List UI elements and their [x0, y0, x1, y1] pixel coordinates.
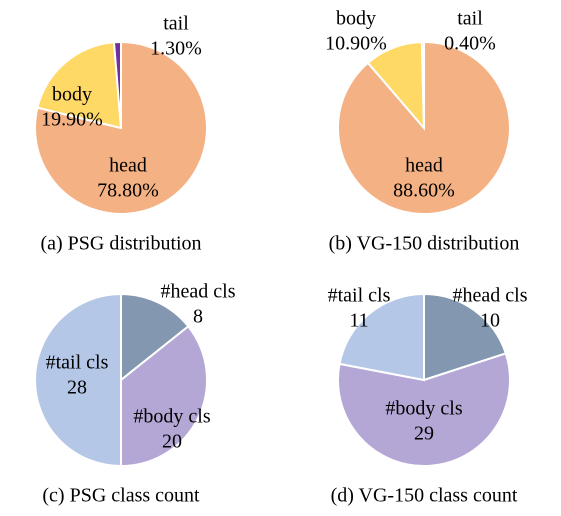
slice-value: 10: [480, 310, 500, 332]
pie-slice: [120, 292, 190, 383]
slice-name: #head cls: [453, 285, 528, 307]
slice-value: 10.90%: [325, 33, 387, 55]
chart-title: (d) VG-150 class count: [331, 485, 518, 507]
slice-name: tail: [163, 13, 189, 35]
pie-slice: [120, 324, 208, 468]
slice-name: #head cls: [161, 281, 236, 303]
slice-value: 11: [349, 310, 368, 332]
slice-value: 29: [414, 423, 434, 445]
pie-slice: [420, 40, 425, 129]
pie-slice: [112, 40, 122, 129]
slice-value: 28: [67, 377, 87, 399]
slice-name: body: [52, 84, 92, 106]
pie-slice: [337, 352, 511, 467]
slice-name: head: [405, 155, 443, 177]
slice-name: body: [336, 8, 376, 30]
slice-value: 8: [193, 306, 203, 328]
slice-value: 78.80%: [97, 180, 159, 202]
pie-slice: [36, 41, 123, 130]
chart-title: (c) PSG class count: [42, 485, 200, 507]
slice-value: 1.30%: [150, 38, 202, 60]
slice-name: #body cls: [385, 398, 462, 420]
chart-title: (a) PSG distribution: [40, 233, 201, 255]
slice-name: #body cls: [133, 406, 210, 428]
pie-slice: [34, 292, 122, 468]
slice-name: tail: [457, 8, 483, 30]
slice-value: 88.60%: [393, 180, 455, 202]
slice-value: 0.40%: [444, 33, 496, 55]
slice-name: head: [109, 155, 147, 177]
slice-name: #tail cls: [46, 352, 109, 374]
slice-name: #tail cls: [328, 285, 391, 307]
slice-value: 19.90%: [41, 109, 103, 131]
chart-title: (b) VG-150 distribution: [329, 233, 520, 255]
pie-slice: [338, 292, 425, 382]
slice-value: 20: [162, 431, 182, 453]
pie-slice: [423, 292, 508, 382]
